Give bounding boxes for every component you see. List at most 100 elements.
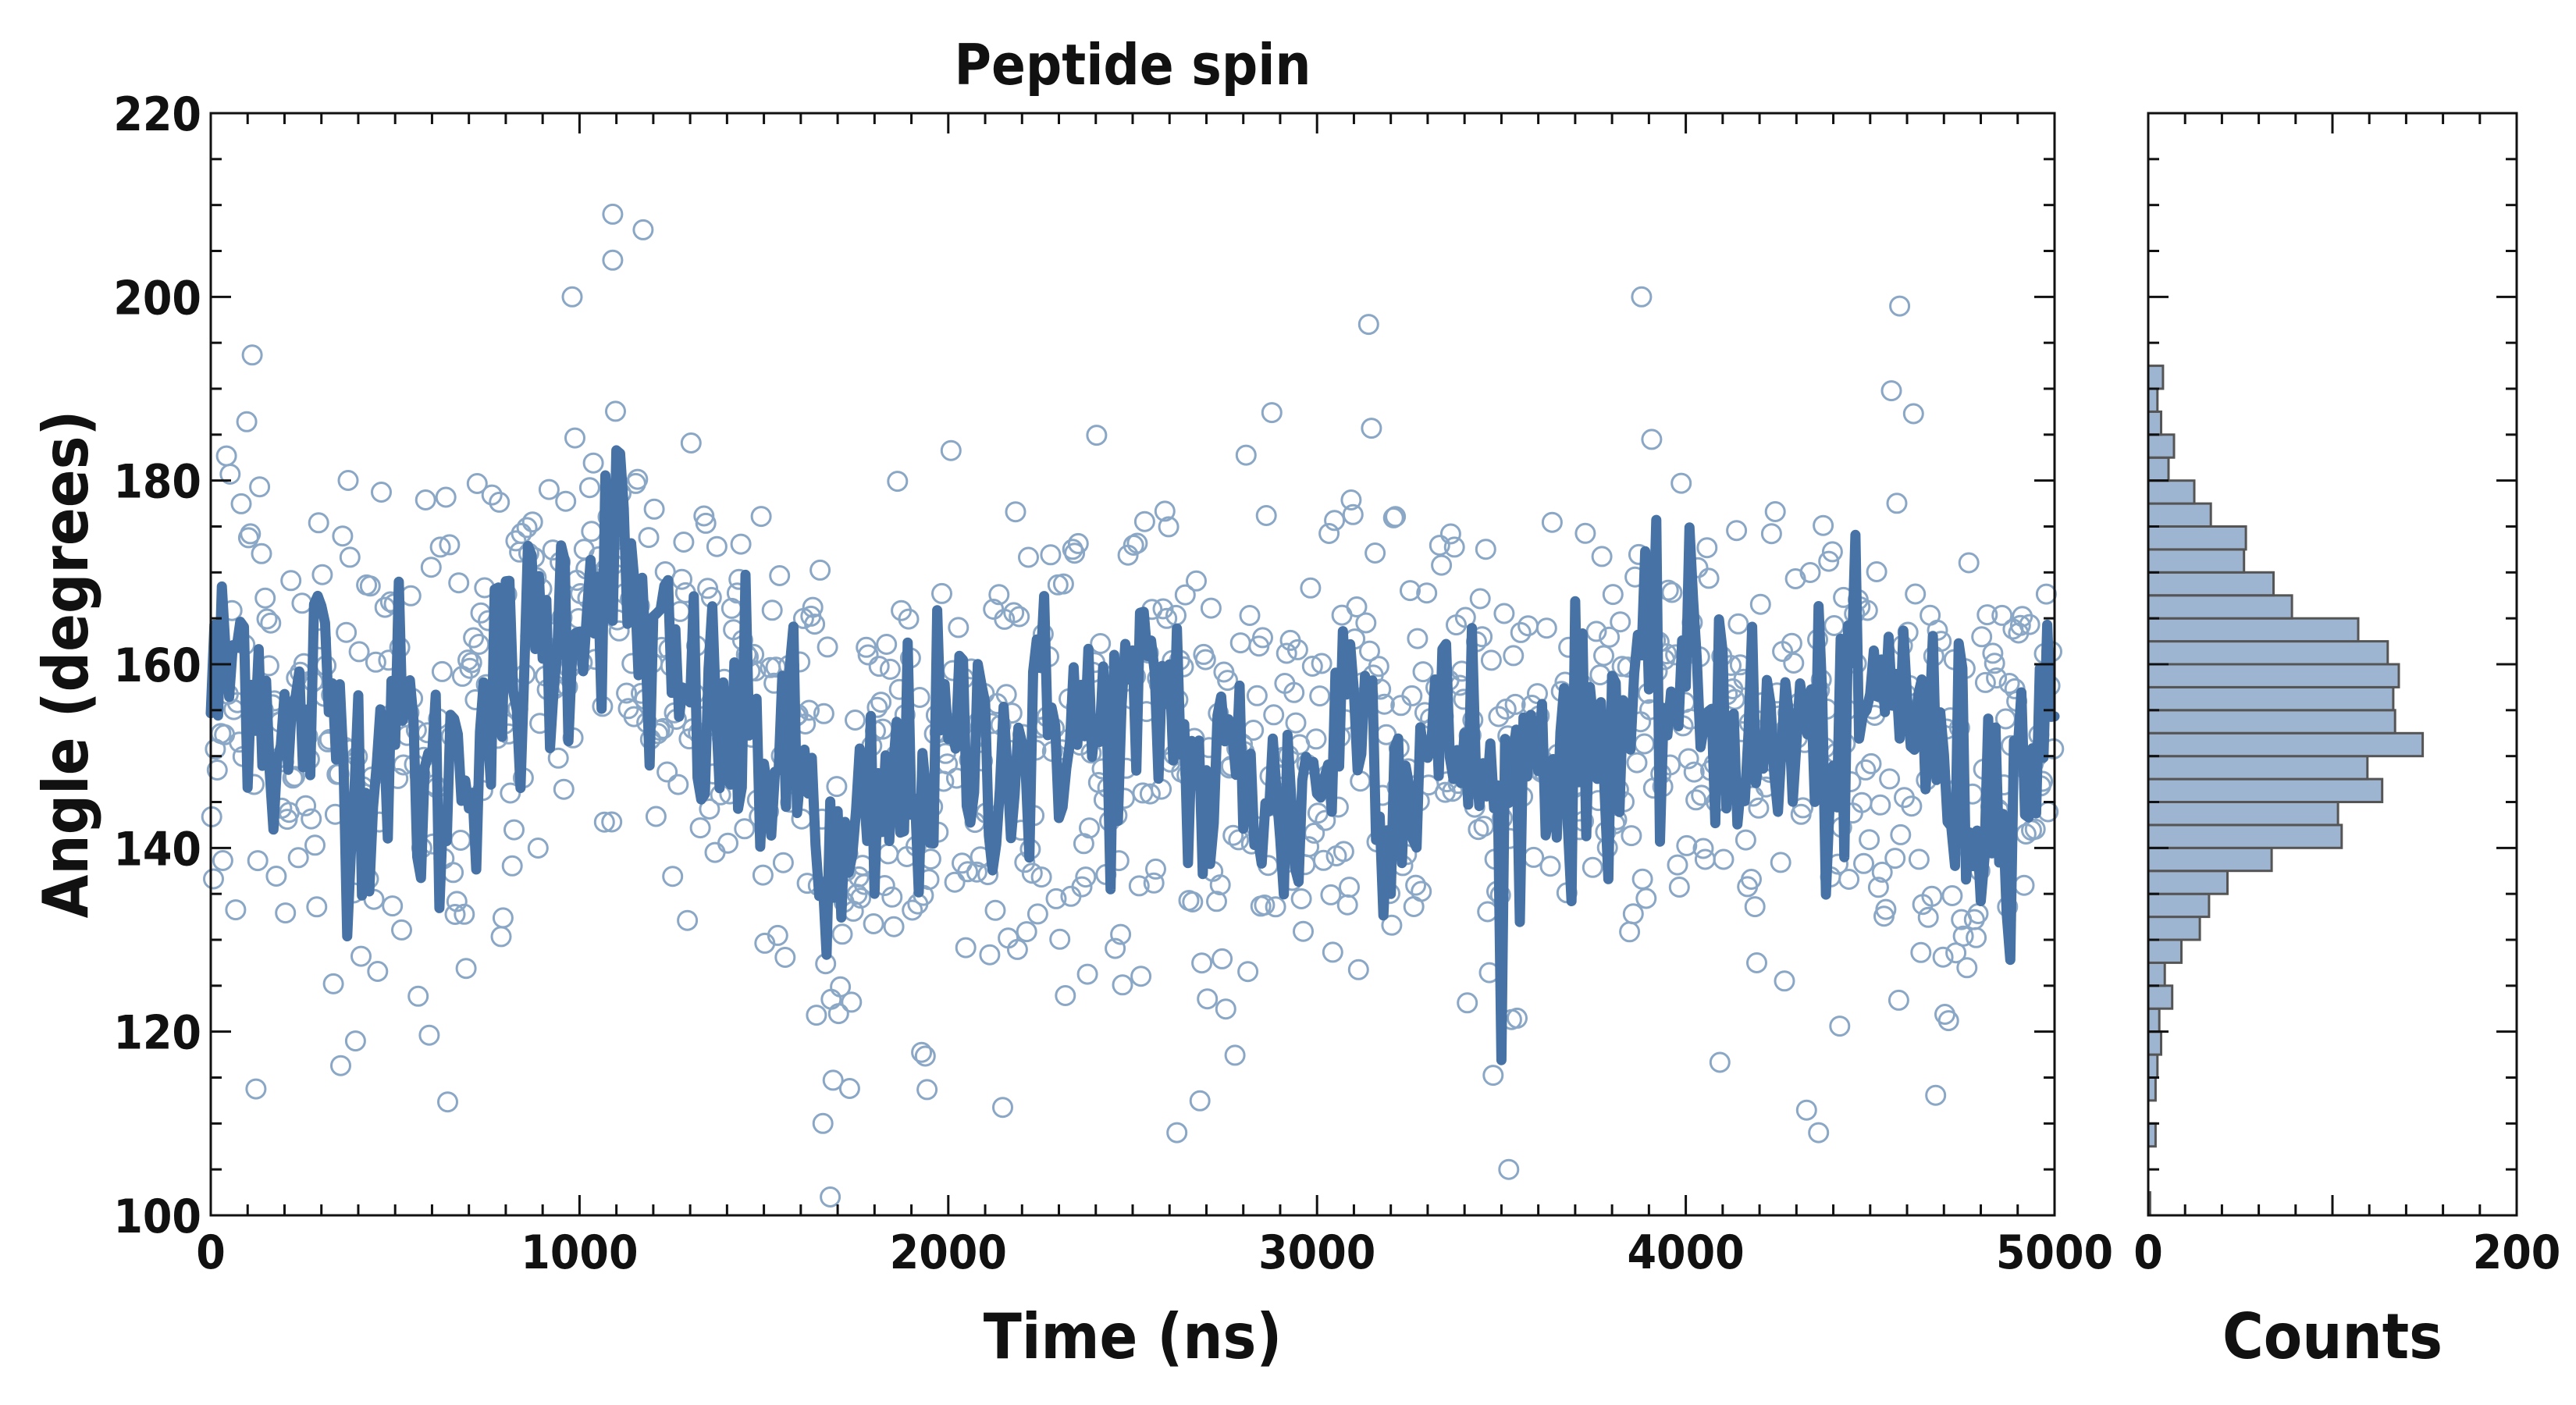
histogram-bar — [2147, 916, 2201, 941]
y-tick-label: 140 — [113, 822, 201, 877]
scatter-point — [1301, 656, 1323, 677]
y-tick-label: 200 — [113, 271, 201, 325]
scatter-point — [511, 522, 532, 544]
scatter-point — [887, 471, 909, 493]
scatter-point — [1261, 402, 1283, 424]
scatter-point — [275, 902, 297, 924]
scatter-point — [1112, 974, 1133, 996]
x-tick-label: 1000 — [521, 1225, 638, 1280]
histogram-bar — [2147, 617, 2360, 643]
scatter-point — [1676, 834, 1698, 856]
scatter-point — [1255, 505, 1277, 526]
scatter-point — [645, 806, 667, 827]
scatter-point — [1320, 884, 1342, 905]
scatter-point — [1339, 877, 1360, 898]
scatter-point — [680, 432, 702, 454]
scatter-point — [1130, 966, 1152, 987]
scatter-point — [225, 899, 247, 921]
scatter-point — [638, 527, 660, 549]
histogram-bar — [2147, 1030, 2162, 1056]
scatter-point — [601, 811, 623, 833]
scatter-point — [1429, 535, 1450, 557]
scatter-point — [503, 819, 525, 841]
hist-x-tick-label: 0 — [2133, 1225, 2163, 1280]
scatter-point — [673, 532, 695, 553]
scatter-point — [260, 612, 282, 634]
x-tick-label: 4000 — [1627, 1225, 1744, 1280]
scatter-point — [1154, 500, 1176, 522]
scatter-point — [1182, 891, 1204, 912]
scatter-point — [1683, 761, 1705, 783]
scatter-point — [593, 811, 615, 833]
scatter-point — [730, 533, 752, 555]
scatter-point — [437, 1091, 458, 1113]
scatter-point — [1884, 848, 1906, 870]
scatter-point — [1667, 854, 1688, 876]
histogram-bar — [2147, 984, 2174, 1010]
scatter-point — [1145, 858, 1166, 880]
scatter-point — [1709, 1051, 1731, 1073]
scatter-point — [1237, 961, 1259, 983]
scatter-point — [1991, 604, 2013, 626]
scatter-point — [1355, 612, 1377, 634]
scatter-point — [256, 608, 278, 630]
scatter-point — [1713, 848, 1735, 870]
scatter-point — [1838, 869, 1860, 890]
scatter-point — [455, 958, 477, 980]
scatter-point — [564, 427, 585, 449]
scatter-point — [1748, 797, 1770, 819]
histogram-bar — [2147, 801, 2339, 827]
scatter-point — [1254, 895, 1276, 916]
scatter-point — [1071, 876, 1093, 898]
scatter-point — [538, 478, 560, 500]
scatter-point — [1774, 970, 1795, 992]
scatter-point — [1283, 681, 1305, 703]
scatter-point — [446, 891, 468, 912]
scatter-point — [1156, 607, 1178, 629]
histogram-bar — [2147, 938, 2183, 964]
scatter-point — [695, 512, 717, 534]
scatter-point — [1860, 752, 1882, 774]
scatter-point — [1480, 649, 1502, 671]
scatter-point — [415, 489, 436, 510]
scatter-point — [916, 1079, 938, 1101]
scatter-point — [750, 506, 772, 528]
scatter-point — [1880, 380, 1902, 402]
scatter-point — [527, 838, 549, 859]
scatter-point — [521, 511, 543, 533]
x-tick-label: 5000 — [1996, 1225, 2113, 1280]
scatter-point — [463, 627, 485, 649]
scatter-point — [1678, 748, 1699, 770]
histogram-bar — [2147, 548, 2246, 574]
scatter-point — [1324, 510, 1346, 532]
scatter-point — [2009, 614, 2031, 636]
scatter-point — [1744, 896, 1766, 918]
scatter-point — [1009, 606, 1030, 628]
scatter-point — [1641, 429, 1663, 450]
scatter-point — [1412, 661, 1434, 683]
running-average-line — [205, 445, 2060, 1065]
histogram-bar — [2147, 777, 2384, 803]
scatter-point — [1217, 670, 1239, 692]
scatter-point — [911, 1041, 933, 1063]
scatter-point — [1246, 685, 1268, 706]
scatter-point — [1986, 667, 2008, 689]
scatter-point — [350, 945, 372, 967]
scatter-point — [1407, 628, 1429, 649]
scatter-point — [1315, 809, 1336, 831]
scatter-point — [435, 486, 457, 508]
histogram-bar — [2147, 387, 2159, 413]
scatter-point — [689, 817, 711, 839]
scatter-point — [1937, 1010, 1959, 1032]
histogram-bar — [2147, 731, 2425, 758]
scatter-point — [767, 924, 788, 946]
scatter-point — [1045, 887, 1067, 909]
scatter-point — [706, 535, 728, 557]
hist-x-tick-label: 200 — [2473, 1225, 2561, 1280]
scatter-point — [365, 651, 386, 673]
scatter-point — [1593, 645, 1614, 667]
scatter-point — [306, 896, 328, 918]
scatter-point — [1886, 493, 1908, 514]
scatter-point — [1498, 1158, 1520, 1180]
